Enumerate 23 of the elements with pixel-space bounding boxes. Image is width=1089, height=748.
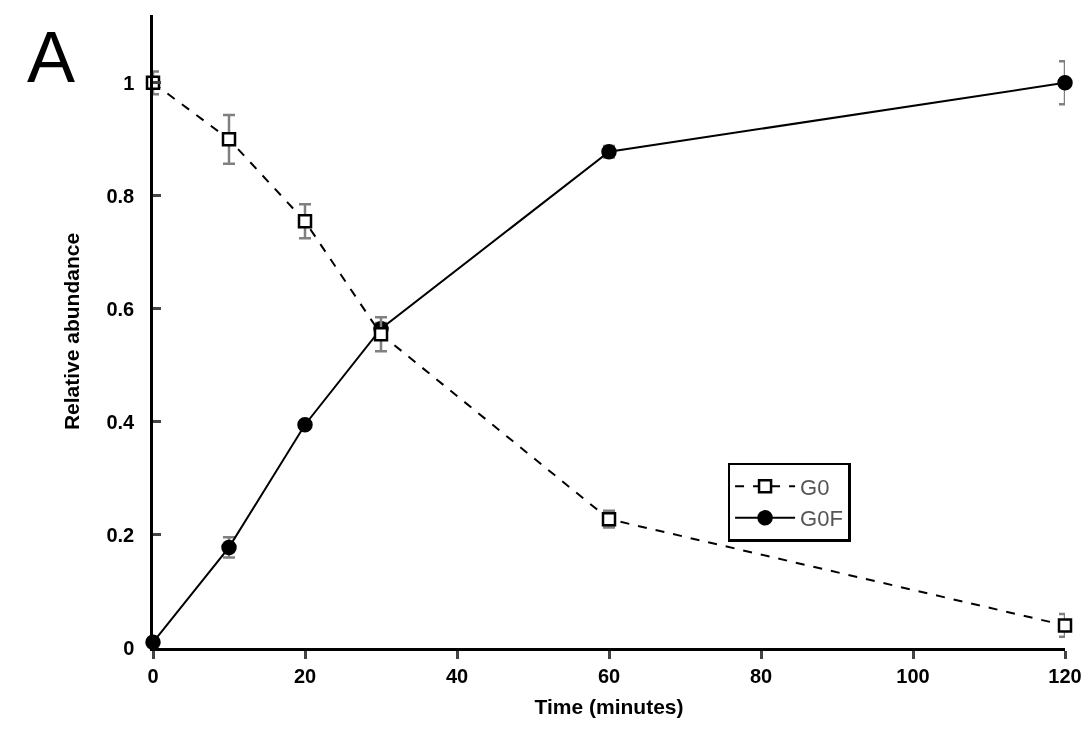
point: [221, 132, 237, 147]
x-tick-label: 20: [293, 664, 317, 687]
point: [297, 417, 313, 433]
x-tick-label: 60: [597, 664, 621, 687]
y-tick-label: 1: [123, 71, 135, 94]
x-tick-label: 80: [749, 664, 773, 687]
x-tick-label: 0: [147, 664, 159, 687]
point: [1057, 75, 1073, 91]
legend-label: G0: [800, 474, 830, 500]
y-tick-label: 0.8: [106, 184, 135, 207]
x-axis-title: Time (minutes): [534, 694, 684, 718]
y-tick-label: 0: [123, 637, 135, 659]
x-tick-label: 120: [1048, 664, 1082, 687]
y-axis-title: Relative abundance: [59, 232, 83, 431]
point: [1057, 618, 1073, 633]
y-tick-label: 0.6: [106, 297, 135, 320]
x-tick-label: 100: [896, 664, 930, 687]
y-tick-label: 0.2: [106, 523, 135, 546]
text: A: [27, 17, 76, 97]
point: [297, 214, 313, 229]
legend-label: G0F: [800, 506, 843, 532]
x-tick-label: 40: [445, 664, 469, 687]
y-tick-label: 0.4: [106, 410, 136, 433]
